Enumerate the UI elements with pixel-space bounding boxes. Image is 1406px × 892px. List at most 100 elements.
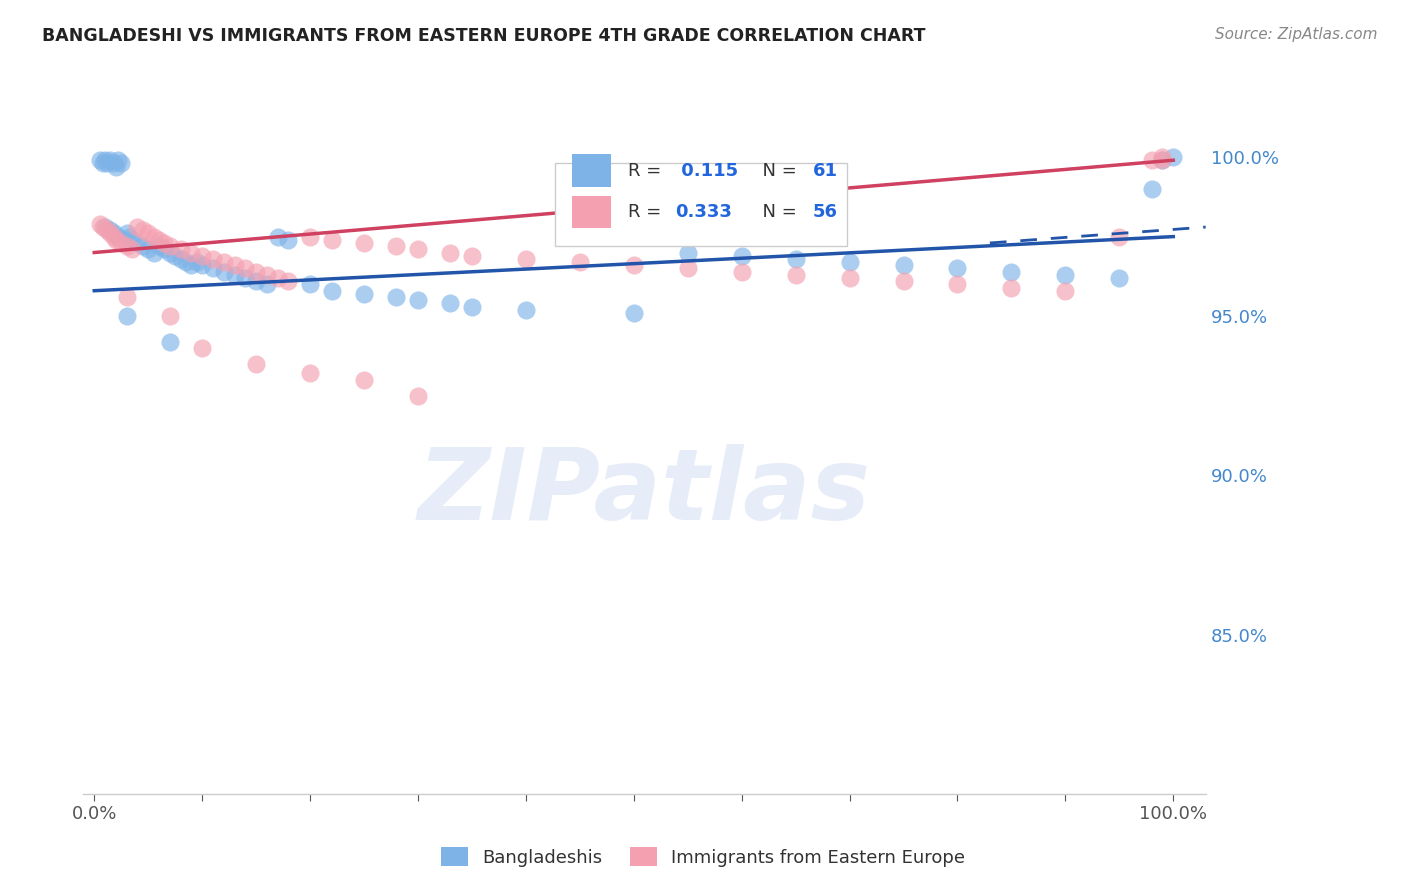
Point [100, 223, 122, 237]
Point [461, 249, 484, 263]
Point [100, 227, 122, 241]
Point [277, 233, 299, 247]
Point [224, 268, 246, 282]
Point [153, 243, 176, 257]
Point [515, 252, 537, 266]
Point [1000, 265, 1022, 279]
Text: BANGLADESHI VS IMMIGRANTS FROM EASTERN EUROPE 4TH GRADE CORRELATION CHART: BANGLADESHI VS IMMIGRANTS FROM EASTERN E… [42, 27, 925, 45]
Point [127, 220, 149, 235]
Text: 0.115: 0.115 [675, 161, 738, 179]
Point [623, 258, 645, 272]
Point [136, 227, 159, 241]
Point [233, 261, 256, 276]
Point [212, 255, 235, 269]
Point [142, 229, 165, 244]
Point [110, 235, 132, 250]
Point [439, 296, 461, 310]
Point [245, 357, 267, 371]
Point [103, 229, 125, 244]
Point [115, 227, 138, 241]
Point [893, 274, 915, 288]
Text: N =: N = [751, 202, 803, 220]
Point [353, 286, 375, 301]
Legend: Bangladeshis, Immigrants from Eastern Europe: Bangladeshis, Immigrants from Eastern Eu… [433, 840, 973, 874]
Point [96, 223, 118, 237]
Point [946, 261, 969, 276]
Point [406, 389, 429, 403]
Point [201, 261, 224, 276]
Point [893, 258, 915, 272]
Point [96, 156, 118, 170]
Point [115, 239, 138, 253]
FancyBboxPatch shape [572, 154, 610, 186]
Point [110, 156, 132, 170]
Point [94, 153, 117, 168]
Point [114, 233, 136, 247]
Point [1152, 153, 1174, 168]
Point [169, 252, 191, 266]
Text: 56: 56 [813, 202, 838, 220]
Point [1054, 284, 1077, 298]
Point [1161, 150, 1184, 164]
Point [191, 249, 214, 263]
Point [115, 309, 138, 323]
Point [785, 268, 807, 282]
Point [159, 245, 181, 260]
Point [212, 265, 235, 279]
Point [245, 274, 267, 288]
Point [1054, 268, 1077, 282]
Point [180, 245, 202, 260]
Point [299, 229, 322, 244]
Point [201, 252, 224, 266]
Point [321, 233, 343, 247]
Point [191, 258, 214, 272]
Point [676, 261, 699, 276]
Point [159, 239, 181, 253]
Point [1108, 229, 1130, 244]
Text: R =: R = [627, 202, 666, 220]
Text: 61: 61 [813, 161, 838, 179]
Point [266, 229, 288, 244]
Point [153, 235, 176, 250]
Point [385, 239, 408, 253]
Point [142, 245, 165, 260]
Point [299, 277, 322, 292]
Point [1140, 153, 1163, 168]
Point [385, 290, 408, 304]
Point [159, 309, 181, 323]
Point [121, 243, 143, 257]
Point [731, 249, 754, 263]
Point [100, 153, 122, 168]
Point [838, 255, 860, 269]
Point [91, 156, 114, 170]
Point [91, 220, 114, 235]
Point [132, 223, 155, 237]
Point [191, 341, 214, 355]
Point [731, 265, 754, 279]
Text: 0.333: 0.333 [675, 202, 731, 220]
Point [89, 217, 111, 231]
Point [1108, 271, 1130, 285]
Point [406, 293, 429, 308]
Point [1140, 182, 1163, 196]
Point [838, 271, 860, 285]
Point [277, 274, 299, 288]
Point [1152, 150, 1174, 164]
Point [266, 271, 288, 285]
Point [148, 239, 170, 253]
Point [127, 235, 149, 250]
Point [568, 255, 591, 269]
Point [174, 255, 197, 269]
Point [256, 268, 278, 282]
Point [107, 153, 129, 168]
Point [89, 153, 111, 168]
Point [103, 227, 125, 241]
Point [118, 229, 141, 244]
Point [946, 277, 969, 292]
Point [132, 239, 155, 253]
Point [121, 233, 143, 247]
Point [353, 235, 375, 250]
Point [115, 290, 138, 304]
Point [1152, 153, 1174, 168]
Point [676, 245, 699, 260]
